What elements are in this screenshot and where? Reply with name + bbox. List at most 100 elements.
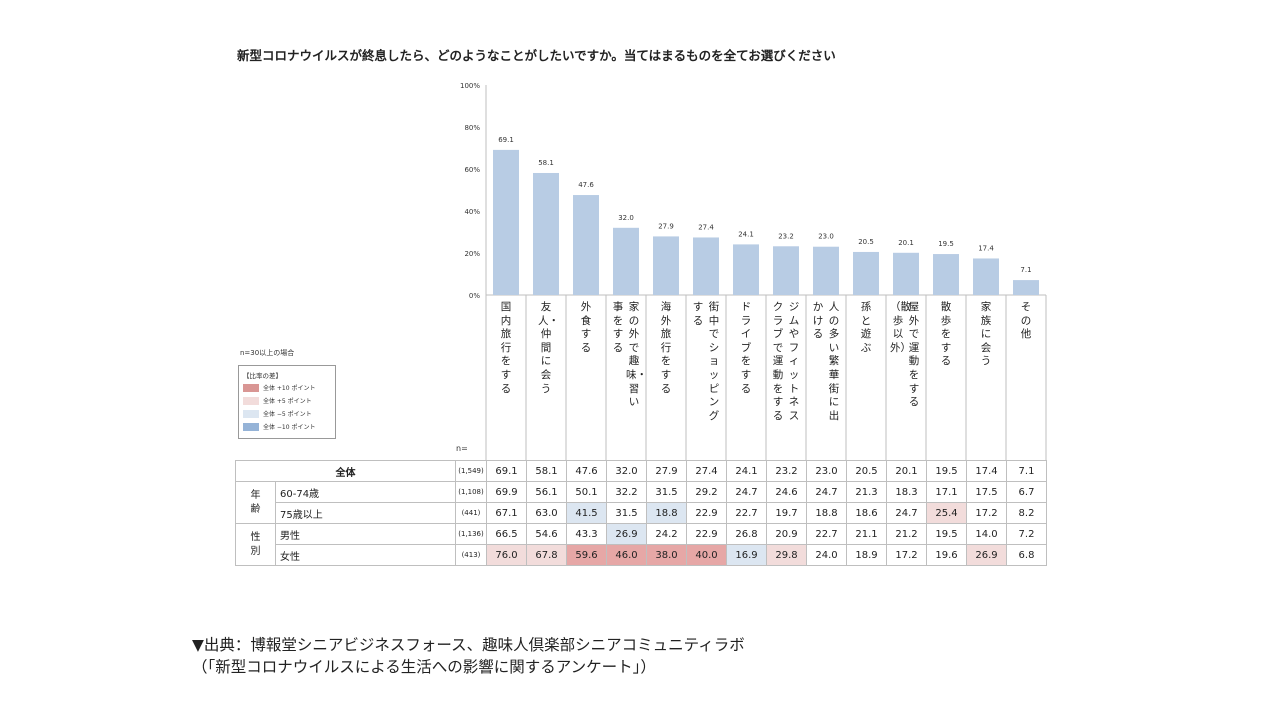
chart-title: 新型コロナウイルスが終息したら、どのようなことがしたいですか。当てはまるものを全… — [237, 48, 836, 63]
legend-swatch — [243, 383, 259, 392]
category-label: 散歩をする — [940, 301, 952, 368]
table-cell: 17.2 — [966, 502, 1007, 524]
table-cell: 38.0 — [646, 544, 687, 566]
row-n: (413) — [455, 544, 487, 566]
bar-value-label: 17.4 — [978, 244, 994, 252]
table-cell: 54.6 — [526, 523, 567, 545]
bar-value-label: 23.0 — [818, 233, 834, 241]
table-cell: 22.9 — [686, 523, 727, 545]
table-cell: 46.0 — [606, 544, 647, 566]
category-label: 国内旅行をする — [500, 301, 512, 395]
table-cell: 29.8 — [766, 544, 807, 566]
category-label: （散歩以外） — [890, 301, 911, 354]
table-row: 75歳以上 (441) 67.1 63.0 41.5 31.5 18.8 22.9 22.7 19… — [236, 502, 1047, 524]
table-cell: 7.2 — [1006, 523, 1047, 545]
table-cell: 21.2 — [886, 523, 927, 545]
table-cell: 25.4 — [926, 502, 967, 524]
table-cell: 41.5 — [566, 502, 607, 524]
category-label: かける — [812, 301, 824, 341]
legend-swatch — [243, 396, 259, 405]
table-cell: 56.1 — [526, 481, 567, 503]
row-label: 女性 — [275, 544, 456, 566]
table-cell: 76.0 — [486, 544, 527, 566]
legend-swatch — [243, 409, 259, 418]
category-label: その他 — [1020, 301, 1032, 341]
table-cell: 8.2 — [1006, 502, 1047, 524]
table-cell: 43.3 — [566, 523, 607, 545]
table-cell: 23.2 — [766, 460, 807, 482]
table-cell: 22.7 — [726, 502, 767, 524]
bar-value-label: 20.5 — [858, 238, 874, 246]
table-cell: 23.0 — [806, 460, 847, 482]
table-cell: 24.6 — [766, 481, 807, 503]
bar — [653, 236, 679, 295]
table-cell: 58.1 — [526, 460, 567, 482]
table-cell: 18.3 — [886, 481, 927, 503]
row-n: (441) — [455, 502, 487, 524]
table-cell: 27.9 — [646, 460, 687, 482]
table-cell: 63.0 — [526, 502, 567, 524]
table-cell: 66.5 — [486, 523, 527, 545]
legend-item: 全体 +5 ポイント — [243, 396, 312, 405]
table-cell: 50.1 — [566, 481, 607, 503]
table-cell: 32.2 — [606, 481, 647, 503]
bar — [573, 195, 599, 295]
bar — [493, 149, 519, 295]
legend-item: 全体 −10 ポイント — [243, 422, 315, 431]
category-label: 友人・仲間に会う — [538, 301, 559, 395]
group-label: 性別 — [235, 523, 276, 566]
category-label: 事をする — [612, 301, 624, 354]
table-cell: 31.5 — [606, 502, 647, 524]
legend-label: 全体 −10 ポイント — [263, 424, 316, 431]
table-cell: 67.1 — [486, 502, 527, 524]
category-label: 家族に会う — [980, 301, 992, 368]
table-cell: 20.9 — [766, 523, 807, 545]
source-note: ▼出典：博報堂シニアビジネスフォース、趣味人倶楽部シニアコミュニティラボ （「新… — [192, 634, 745, 678]
source-line-1: ▼出典：博報堂シニアビジネスフォース、趣味人倶楽部シニアコミュニティラボ — [192, 636, 745, 654]
table-cell: 24.7 — [886, 502, 927, 524]
table-cell: 21.3 — [846, 481, 887, 503]
table-cell: 6.7 — [1006, 481, 1047, 503]
table-row: 全体 (1,549) 69.1 58.1 47.6 32.0 27.9 27.4 24.1 23.… — [235, 460, 1047, 482]
category-label: 街中でショッピング — [708, 301, 720, 422]
table-cell: 20.1 — [886, 460, 927, 482]
bar — [693, 237, 719, 295]
row-label: 男性 — [275, 523, 456, 545]
bar-value-label: 69.1 — [498, 136, 514, 144]
bar — [973, 258, 999, 295]
legend-item: 全体 −5 ポイント — [243, 409, 312, 418]
bar — [893, 252, 919, 295]
table-cell: 69.9 — [486, 481, 527, 503]
table-cell: 18.8 — [646, 502, 687, 524]
bar-value-label: 47.6 — [578, 181, 594, 189]
table-cell: 7.1 — [1006, 460, 1047, 482]
category-label: ドライブをする — [740, 301, 752, 395]
table-cell: 32.0 — [606, 460, 647, 482]
row-n: (1,108) — [455, 481, 487, 503]
table-cell: 22.9 — [686, 502, 727, 524]
y-tick-label: 0% — [469, 292, 480, 300]
category-label: クラブで運動をする — [772, 301, 784, 422]
legend-swatch — [243, 422, 259, 431]
bar — [853, 251, 879, 295]
table-cell: 18.8 — [806, 502, 847, 524]
n-header: n= — [456, 444, 468, 453]
table-cell: 22.7 — [806, 523, 847, 545]
category-label: 海外旅行をする — [660, 301, 672, 395]
bar-value-label: 20.1 — [898, 239, 914, 247]
row-label: 全体 — [235, 460, 456, 482]
table-cell: 47.6 — [566, 460, 607, 482]
bar-value-label: 27.9 — [658, 222, 674, 230]
row-label: 75歳以上 — [275, 502, 456, 524]
category-label: する — [692, 301, 704, 327]
table-cell: 24.0 — [806, 544, 847, 566]
table-cell: 6.8 — [1006, 544, 1047, 566]
category-label: 人の多い繁華街に出 — [828, 301, 840, 422]
table-cell: 19.5 — [926, 523, 967, 545]
data-table: 全体 (1,549) 69.1 58.1 47.6 32.0 27.9 27.4 24.1 23.… — [235, 460, 1047, 566]
y-tick-label: 100% — [460, 82, 480, 90]
table-cell: 24.7 — [726, 481, 767, 503]
bar — [1013, 280, 1039, 295]
bar — [533, 172, 559, 295]
source-line-2: （「新型コロナウイルスによる生活への影響に関するアンケート」） — [192, 658, 656, 676]
